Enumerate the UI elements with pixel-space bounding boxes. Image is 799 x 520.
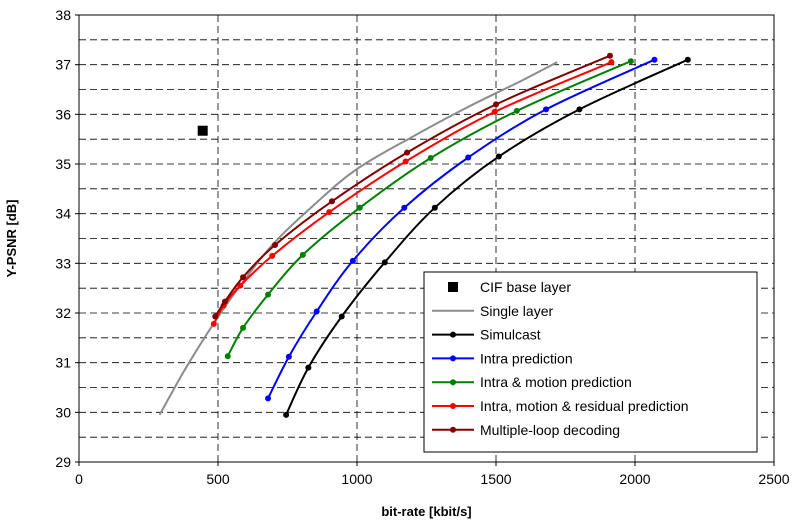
data-point <box>237 282 244 289</box>
legend-entry-intra-motion-residual-prediction: Intra, motion & residual prediction <box>432 398 689 414</box>
data-point <box>305 364 312 371</box>
data-point <box>328 198 335 205</box>
data-point <box>299 251 306 258</box>
data-point <box>338 313 345 320</box>
data-point <box>431 204 438 211</box>
y-tick-label: 35 <box>55 156 71 172</box>
y-axis-label: Y-PSNR [dB] <box>4 200 19 278</box>
legend-label: Intra, motion & residual prediction <box>480 398 689 414</box>
series-intra-prediction <box>265 56 658 402</box>
data-point <box>576 106 583 113</box>
series-single-layer <box>158 61 558 416</box>
legend-marker <box>450 379 456 386</box>
legend: CIF base layer Single layer Simulcast Intra… <box>423 271 758 453</box>
legend-marker <box>450 331 456 338</box>
y-tick-label: 32 <box>55 305 71 321</box>
data-point <box>491 108 498 115</box>
legend-label: Intra prediction <box>480 350 573 366</box>
data-point <box>684 56 691 63</box>
data-point <box>240 324 247 331</box>
data-point <box>651 56 658 63</box>
y-tick-label: 30 <box>55 404 71 420</box>
data-point <box>543 106 550 113</box>
data-point <box>240 274 247 281</box>
data-point <box>285 353 292 360</box>
data-point <box>313 308 320 315</box>
data-point <box>326 209 333 216</box>
legend-entry-single-layer: Single layer <box>432 303 553 319</box>
data-point <box>356 204 363 211</box>
legend-entry-multiple-loop-decoding: Multiple-loop decoding <box>432 422 620 438</box>
x-axis-ticks: 0 500 1000 1500 2000 2500 <box>75 462 790 487</box>
data-point <box>606 52 613 59</box>
data-point <box>283 411 290 418</box>
y-tick-label: 37 <box>55 57 71 73</box>
legend-label: CIF base layer <box>480 279 571 295</box>
legend-label: Intra & motion prediction <box>480 374 632 390</box>
data-point <box>221 298 228 305</box>
data-point <box>269 252 276 259</box>
data-point <box>465 154 472 161</box>
series-simulcast <box>283 56 691 418</box>
points-layer <box>197 125 208 136</box>
data-point <box>402 158 409 165</box>
data-point <box>210 320 217 327</box>
series-intra-motion-prediction <box>224 58 634 360</box>
y-tick-label: 34 <box>55 206 71 222</box>
y-tick-label: 31 <box>55 355 71 371</box>
x-tick-label: 0 <box>75 471 83 487</box>
x-tick-label: 500 <box>206 471 230 487</box>
legend-entry-intra-motion-prediction: Intra & motion prediction <box>432 374 632 390</box>
y-tick-label: 33 <box>55 255 71 271</box>
data-point <box>224 353 231 360</box>
legend-label: Simulcast <box>480 327 541 343</box>
x-tick-label: 2500 <box>758 471 789 487</box>
y-tick-label: 29 <box>55 454 71 470</box>
data-point <box>381 259 388 266</box>
series-layer <box>158 52 691 418</box>
data-point <box>265 291 272 298</box>
data-point <box>271 241 278 248</box>
legend-entry-cif-base-layer: CIF base layer <box>448 279 571 295</box>
legend-marker <box>448 282 458 292</box>
y-tick-label: 38 <box>55 7 71 23</box>
data-point <box>401 204 408 211</box>
data-point <box>493 101 499 108</box>
data-point <box>495 153 502 160</box>
plot-area-frame <box>78 14 775 463</box>
y-axis-ticks: 29 30 31 32 33 34 35 36 37 38 <box>55 7 79 470</box>
legend-entry-simulcast: Simulcast <box>432 327 541 343</box>
x-axis-label: bit-rate [kbit/s] <box>381 504 471 519</box>
legend-label: Multiple-loop decoding <box>480 422 620 438</box>
x-tick-label: 1000 <box>341 471 372 487</box>
series-multiple-loop-decoding <box>212 52 613 320</box>
cif-base-layer-point <box>197 125 208 136</box>
legend-label: Single layer <box>480 303 553 319</box>
data-point <box>212 313 219 320</box>
y-tick-label: 36 <box>55 106 71 122</box>
data-point <box>627 58 634 65</box>
x-tick-label: 2000 <box>619 471 650 487</box>
x-tick-label: 1500 <box>480 471 511 487</box>
legend-marker <box>450 426 456 433</box>
series-line <box>158 61 558 416</box>
data-point <box>349 257 356 264</box>
data-point <box>427 155 434 162</box>
data-point <box>513 107 520 114</box>
data-point <box>265 395 272 402</box>
data-point <box>404 149 411 156</box>
legend-marker <box>450 403 456 409</box>
data-point <box>608 59 615 66</box>
legend-entry-intra-prediction: Intra prediction <box>432 350 573 366</box>
legend-marker <box>450 355 456 362</box>
legend-box <box>423 271 758 453</box>
